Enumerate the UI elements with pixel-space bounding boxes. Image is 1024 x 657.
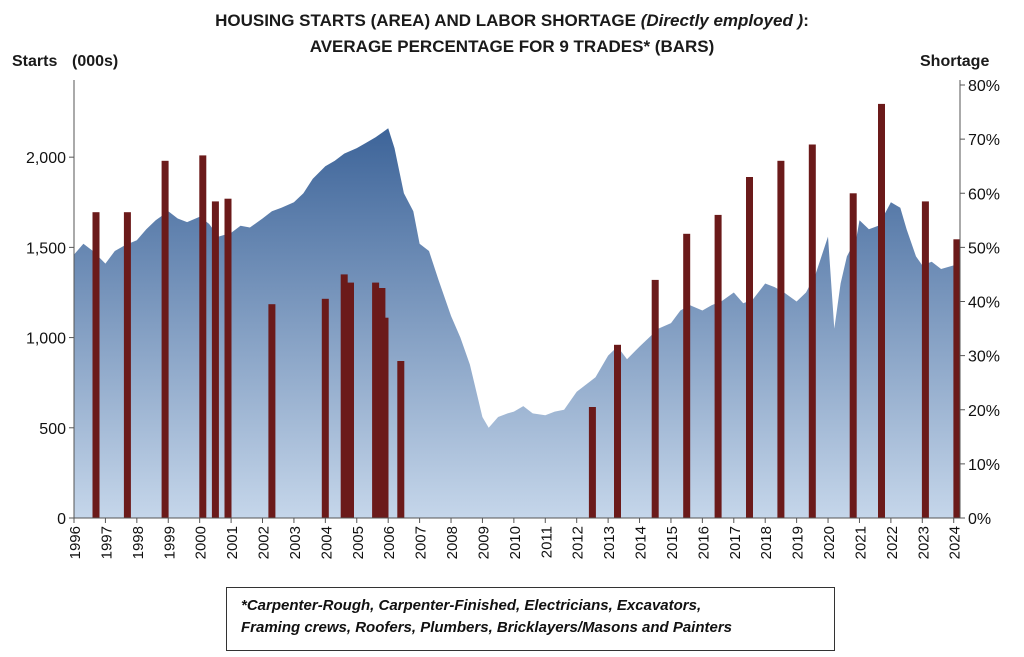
y-right-tick-label: 0% (968, 511, 991, 528)
shortage-bar (161, 160, 169, 519)
bar-layer (92, 103, 961, 519)
x-tick-label: 2010 (507, 526, 524, 559)
x-tick-label: 2014 (633, 526, 650, 559)
y-right-tick-label: 20% (968, 403, 1000, 420)
shortage-bar (588, 407, 596, 518)
footnote-box: *Carpenter-Rough, Carpenter-Finished, El… (226, 587, 835, 651)
y-right-tick-label: 80% (968, 78, 1000, 95)
shortage-bar (372, 282, 380, 518)
housing-starts-area (74, 128, 960, 519)
x-tick-label: 2016 (695, 526, 712, 559)
y-left-axis-unit: (000s) (72, 53, 119, 70)
shortage-bar (397, 361, 405, 518)
x-tick-label: 2020 (821, 526, 838, 559)
x-tick-label: 2000 (193, 526, 210, 559)
area-layer (74, 128, 960, 519)
x-tick-label: 2023 (915, 526, 932, 559)
shortage-bar (777, 160, 785, 519)
x-tick-label: 1998 (130, 526, 147, 559)
x-tick-label: 2012 (570, 526, 587, 559)
y-left-tick-label: 1,000 (26, 331, 66, 348)
shortage-bar (123, 212, 131, 518)
shortage-bar (381, 317, 389, 518)
shortage-bar (683, 233, 691, 519)
x-tick-label: 1999 (161, 526, 178, 559)
shortage-bar (199, 155, 207, 518)
shortage-bar (651, 279, 659, 518)
title-line2: AVERAGE PERCENTAGE FOR 9 TRADES* (BARS) (309, 37, 715, 56)
x-tick-label: 2018 (758, 526, 775, 559)
x-tick-label: 2011 (538, 526, 555, 558)
x-tick-label: 2003 (287, 526, 304, 559)
chart-title: HOUSING STARTS (AREA) AND LABOR SHORTAGE… (0, 8, 1024, 60)
footnote-line-1: *Carpenter-Rough, Carpenter-Finished, El… (241, 597, 702, 614)
shortage-bar (268, 304, 276, 518)
x-tick-label: 2017 (727, 526, 744, 559)
shortage-bar (321, 298, 329, 518)
x-tick-label: 2022 (884, 526, 901, 559)
x-tick-label: 2019 (790, 526, 807, 559)
y-left-tick-label: 500 (39, 421, 66, 438)
x-tick-label: 2008 (444, 526, 461, 559)
x-tick-label: 2024 (947, 526, 964, 559)
title-line1-suffix: : (803, 11, 809, 30)
y-left-tick-label: 2,000 (26, 150, 66, 167)
x-tick-label: 1997 (98, 526, 115, 559)
y-right-tick-label: 60% (968, 186, 1000, 203)
x-tick-label: 2004 (318, 526, 335, 559)
shortage-bar (340, 274, 348, 518)
x-tick-label: 2021 (852, 526, 869, 559)
x-tick-label: 2007 (413, 526, 430, 559)
x-tick-label: 2009 (475, 526, 492, 559)
y-right-tick-label: 40% (968, 295, 1000, 312)
shortage-bar (808, 144, 816, 518)
x-tick-label: 2013 (601, 526, 618, 559)
x-tick-label: 1996 (67, 526, 84, 559)
shortage-bar (921, 201, 929, 518)
axis-layer: 0 500 1,000 1,500 2,000 0% 10% 20% 30% 40% 50% 60% 7… (26, 78, 1000, 559)
y-left-axis-title: Starts (12, 53, 58, 70)
y-right-tick-label: 50% (968, 240, 1000, 257)
shortage-bar (849, 193, 857, 519)
y-right-axis-title: Shortage (920, 53, 990, 70)
x-tick-label: 2005 (350, 526, 367, 559)
y-right-tick-label: 30% (968, 349, 1000, 366)
title-line1-prefix: HOUSING STARTS (AREA) AND LABOR SHORTAGE (215, 11, 641, 30)
x-tick-label: 2006 (381, 526, 398, 559)
x-tick-label: 2002 (256, 526, 273, 559)
shortage-bar (614, 344, 621, 518)
y-right-tick-label: 10% (968, 457, 1000, 474)
shortage-bar (92, 212, 100, 518)
shortage-bar (953, 239, 961, 519)
x-tick-label: 2001 (224, 526, 241, 559)
shortage-bar (347, 282, 354, 518)
shortage-bar (211, 201, 219, 518)
x-tick-label: 2015 (664, 526, 681, 559)
y-right-tick-label: 70% (968, 132, 1000, 149)
footnote-line-2: Framing crews, Roofers, Plumbers, Brickl… (241, 619, 733, 636)
shortage-bar (878, 103, 885, 519)
shortage-bar (714, 214, 722, 518)
y-left-tick-label: 1,500 (26, 240, 66, 257)
y-left-tick-label: 0 (57, 511, 66, 528)
shortage-bar (746, 177, 753, 518)
shortage-bar (224, 198, 232, 518)
title-line1-italic: (Directly employed ) (640, 11, 804, 30)
